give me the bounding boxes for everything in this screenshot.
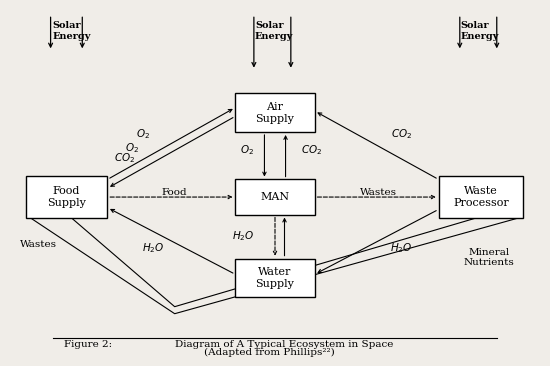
Bar: [235, 93, 315, 132]
Text: $H_2O$: $H_2O$: [390, 241, 413, 255]
Text: $CO_2$: $CO_2$: [114, 151, 135, 165]
Text: (Adapted from Phillips²²): (Adapted from Phillips²²): [204, 348, 334, 357]
Text: $O_2$: $O_2$: [240, 143, 254, 157]
Text: Food
Supply: Food Supply: [47, 186, 86, 208]
Text: $H_2O$: $H_2O$: [233, 229, 255, 243]
Text: $CO_2$: $CO_2$: [301, 143, 323, 157]
Bar: [235, 179, 315, 214]
Text: $O_2$: $O_2$: [125, 141, 140, 155]
Text: Wastes: Wastes: [360, 188, 397, 197]
Text: Solar
Energy: Solar Energy: [52, 21, 91, 41]
Text: MAN: MAN: [261, 192, 289, 202]
Bar: [25, 176, 107, 218]
Text: Air
Supply: Air Supply: [256, 101, 294, 124]
Bar: [235, 258, 315, 297]
Text: $H_2O$: $H_2O$: [142, 241, 165, 255]
Text: Waste
Processor: Waste Processor: [453, 186, 509, 208]
Text: Food: Food: [162, 188, 188, 197]
Text: Wastes: Wastes: [20, 240, 57, 249]
Text: $O_2$: $O_2$: [136, 127, 150, 141]
Text: Diagram of A Typical Ecosystem in Space: Diagram of A Typical Ecosystem in Space: [175, 340, 393, 349]
Bar: [439, 176, 523, 218]
Text: Water
Supply: Water Supply: [256, 267, 294, 289]
Text: Mineral
Nutrients: Mineral Nutrients: [464, 248, 514, 268]
Text: Solar
Energy: Solar Energy: [461, 21, 499, 41]
Text: Solar
Energy: Solar Energy: [255, 21, 293, 41]
Text: $CO_2$: $CO_2$: [391, 127, 412, 141]
Text: Figure 2:: Figure 2:: [64, 340, 112, 349]
